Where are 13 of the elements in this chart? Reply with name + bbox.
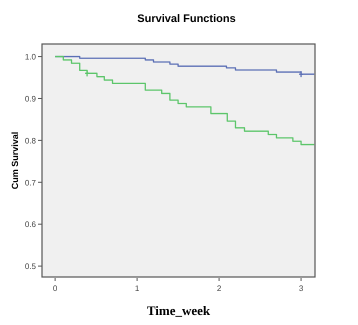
y-tick-label: 0.9 — [24, 94, 37, 104]
y-tick-label: 0.6 — [24, 220, 37, 230]
x-tick-label: 1 — [134, 284, 140, 293]
x-tick-label: 0 — [52, 284, 58, 293]
x-tick-label: 2 — [216, 284, 222, 293]
x-tick-label: 3 — [298, 284, 304, 293]
y-tick-label: 0.7 — [24, 178, 37, 188]
y-tick-label: 0.5 — [24, 262, 37, 272]
x-axis-title: Time_week — [146, 303, 211, 318]
y-tick-label: 1.0 — [24, 52, 37, 62]
y-axis-title: Cum Survival — [10, 132, 20, 190]
chart-title: Survival Functions — [137, 13, 236, 25]
y-tick-label: 0.8 — [24, 136, 37, 146]
